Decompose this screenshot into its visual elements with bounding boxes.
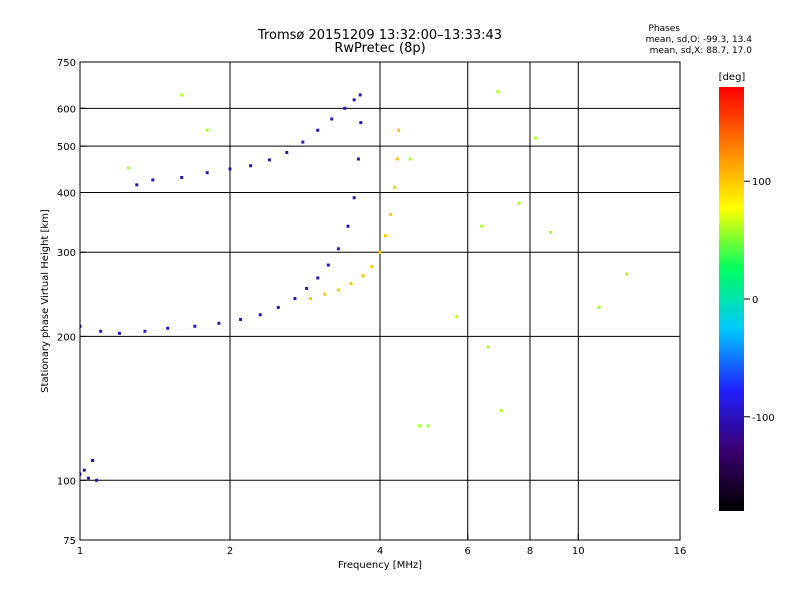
data-point: [397, 128, 401, 132]
y-tick-label: 500: [57, 142, 76, 153]
phases-x-stats: mean, sd,X: 88.7, 17.0: [650, 46, 753, 56]
y-axis-label: Stationary phase Virtual Height [km]: [40, 209, 51, 393]
data-point: [417, 424, 421, 428]
data-point: [180, 93, 184, 97]
phases-o-stats: mean, sd,O: -99.3, 13.4: [646, 35, 753, 45]
data-point: [276, 305, 280, 309]
x-tick-label: 8: [527, 546, 533, 557]
data-point: [80, 324, 82, 328]
data-point: [496, 90, 500, 94]
data-point: [180, 175, 184, 179]
data-point: [151, 178, 155, 182]
data-point: [361, 274, 365, 278]
colorbar-tick-label: 0: [752, 295, 758, 306]
y-tick-label: 100: [57, 476, 76, 487]
data-point: [356, 157, 360, 161]
data-point: [426, 424, 430, 428]
data-point: [346, 224, 350, 228]
data-point: [99, 329, 103, 333]
data-point: [597, 305, 601, 309]
data-point: [625, 272, 629, 276]
data-point: [389, 212, 393, 216]
x-tick-label: 2: [227, 546, 233, 557]
data-points: [80, 90, 629, 482]
data-point: [285, 150, 289, 154]
data-point: [370, 265, 374, 269]
data-point: [258, 313, 262, 317]
data-point: [408, 157, 412, 161]
data-point: [126, 166, 130, 170]
data-point: [316, 128, 320, 132]
data-point: [205, 128, 209, 132]
data-point: [80, 472, 82, 476]
y-tick-label: 300: [57, 248, 76, 259]
data-point: [91, 458, 95, 462]
data-point: [86, 476, 90, 480]
data-point: [486, 345, 490, 349]
data-point: [293, 297, 297, 301]
data-point: [82, 468, 86, 472]
data-point: [308, 297, 312, 301]
data-point: [267, 158, 271, 162]
y-tick-label: 75: [63, 536, 76, 547]
data-point: [383, 234, 387, 238]
data-point: [205, 171, 209, 175]
data-point: [326, 263, 330, 267]
data-point: [359, 121, 363, 125]
data-point: [336, 247, 340, 251]
chart-title: Tromsø 20151209 13:32:00–13:33:43: [257, 28, 502, 43]
x-ticks: 1 2 4 6 8 10 16: [77, 534, 687, 557]
phases-title: Phases: [648, 24, 680, 34]
x-tick-label: 10: [572, 546, 585, 557]
data-point: [349, 282, 353, 286]
x-tick-label: 6: [465, 546, 471, 557]
data-point: [378, 250, 382, 254]
data-point: [330, 117, 334, 121]
y-ticks: 75 100 200 300 400 500 600 750: [57, 58, 86, 547]
data-point: [352, 196, 356, 200]
data-point: [143, 329, 147, 333]
data-point: [305, 286, 309, 290]
data-point: [395, 157, 399, 161]
x-tick-label: 16: [674, 546, 687, 557]
data-point: [393, 185, 397, 189]
data-point: [228, 167, 232, 171]
x-axis-label: Frequency [MHz]: [338, 560, 422, 571]
data-point: [135, 183, 139, 187]
data-point: [352, 98, 356, 102]
data-point: [358, 93, 362, 97]
colorbar-tick-label: -100: [752, 413, 775, 424]
colorbar: [deg] 100 0 -100: [719, 72, 775, 511]
data-point: [166, 326, 170, 330]
data-point: [499, 408, 503, 412]
data-point: [249, 164, 253, 168]
data-point: [323, 292, 327, 296]
x-tick-label: 1: [77, 546, 83, 557]
data-point: [517, 201, 521, 205]
data-point: [193, 324, 197, 328]
colorbar-gradient: [719, 87, 744, 511]
data-point: [301, 140, 305, 144]
y-tick-label: 600: [57, 104, 76, 115]
data-point: [316, 276, 320, 280]
data-point: [455, 315, 459, 319]
data-point: [533, 136, 537, 140]
x-tick-label: 4: [377, 546, 383, 557]
colorbar-tick-label: 100: [752, 177, 771, 188]
data-point: [549, 230, 553, 234]
y-tick-label: 750: [57, 58, 76, 69]
chart-subtitle: RwPretec (8p): [334, 41, 425, 56]
data-point: [217, 321, 221, 325]
grid-lines: [80, 62, 680, 540]
data-point: [343, 106, 347, 110]
data-point: [95, 478, 99, 482]
colorbar-label: [deg]: [719, 72, 746, 83]
data-point: [480, 224, 484, 228]
data-point: [117, 331, 121, 335]
y-tick-label: 400: [57, 188, 76, 199]
data-point: [239, 317, 243, 321]
y-tick-label: 200: [57, 332, 76, 343]
data-point: [336, 288, 340, 292]
